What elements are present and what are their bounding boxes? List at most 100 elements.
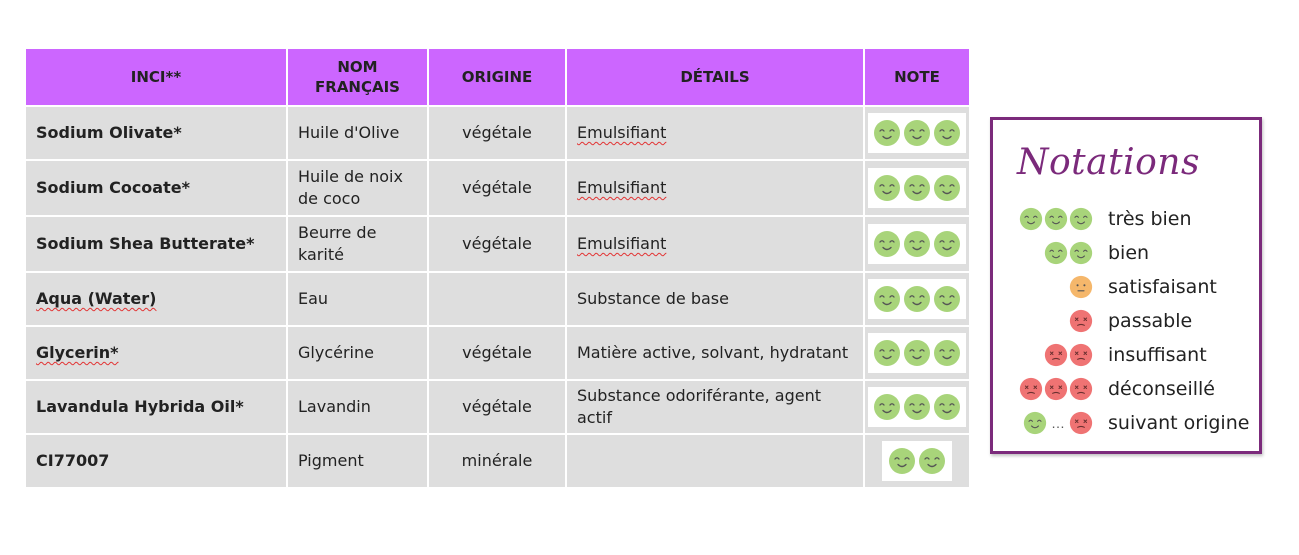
table-header-row: INCI** NOM FRANÇAIS ORIGINE DÉTAILS NOTE	[24, 47, 971, 107]
green-smiley-icon	[888, 447, 916, 475]
origine-cell: minérale	[427, 433, 567, 489]
legend-icons	[1013, 241, 1093, 265]
header-nom-francais: NOM FRANÇAIS	[286, 47, 429, 107]
nom-cell: Beurre de karité	[286, 215, 429, 273]
details-text: Emulsifiant	[577, 123, 667, 142]
red-sad-face-icon	[1069, 411, 1093, 435]
red-sad-face-icon	[1019, 377, 1043, 401]
green-smiley-icon	[903, 393, 931, 421]
inci-name: Lavandula Hybrida Oil*	[36, 397, 244, 416]
green-smiley-icon	[933, 339, 961, 367]
inci-cell: Glycerin*	[24, 325, 288, 381]
inci-name: Sodium Cocoate*	[36, 178, 190, 197]
inci-cell: Sodium Cocoate*	[24, 159, 288, 217]
note-rating	[868, 333, 966, 373]
details-cell: Substance de base	[565, 271, 865, 327]
green-smiley-icon	[1069, 241, 1093, 265]
green-smiley-icon	[873, 393, 901, 421]
red-sad-face-icon	[1069, 309, 1093, 333]
legend-icons	[1013, 343, 1093, 367]
legend-label: très bien	[1108, 208, 1192, 230]
details-cell: Emulsifiant	[565, 105, 865, 161]
green-smiley-icon	[903, 230, 931, 258]
legend-item-insuffisant: insuffisant	[1013, 340, 1253, 370]
table-row: Lavandula Hybrida Oil* Lavandin végétale…	[24, 379, 971, 435]
nom-cell: Lavandin	[286, 379, 429, 435]
origine-cell: végétale	[427, 379, 567, 435]
legend-label: passable	[1108, 310, 1193, 332]
green-smiley-icon	[903, 339, 931, 367]
header-nom-line1: NOM	[337, 58, 378, 76]
legend-label: insuffisant	[1108, 344, 1207, 366]
legend-item-suivant-origine: … suivant origine	[1013, 408, 1253, 438]
legend-label: satisfaisant	[1108, 276, 1217, 298]
details-cell: Matière active, solvant, hydratant	[565, 325, 865, 381]
ellipsis-icon: …	[1051, 415, 1065, 431]
legend-item-satisfaisant: satisfaisant	[1013, 272, 1253, 302]
note-cell	[863, 325, 971, 381]
details-text: Substance odoriférante, agent actif	[577, 386, 821, 427]
nom-cell: Eau	[286, 271, 429, 327]
table-row: Aqua (Water) Eau Substance de base	[24, 271, 971, 327]
nom-cell: Huile de noix de coco	[286, 159, 429, 217]
note-rating	[882, 441, 952, 481]
green-smiley-icon	[873, 285, 901, 313]
details-text: Emulsifiant	[577, 234, 667, 253]
inci-cell: Sodium Olivate*	[24, 105, 288, 161]
ingredients-table: INCI** NOM FRANÇAIS ORIGINE DÉTAILS NOTE …	[24, 47, 971, 489]
note-rating	[868, 387, 966, 427]
red-sad-face-icon	[1069, 377, 1093, 401]
note-rating	[868, 113, 966, 153]
nom-cell: Pigment	[286, 433, 429, 489]
inci-name: Sodium Olivate*	[36, 123, 182, 142]
legend-title: Notations	[1017, 142, 1200, 183]
inci-cell: Sodium Shea Butterate*	[24, 215, 288, 273]
green-smiley-icon	[1023, 411, 1047, 435]
note-cell	[863, 215, 971, 273]
table-row: Glycerin* Glycérine végétale Matière act…	[24, 325, 971, 381]
note-rating	[868, 279, 966, 319]
note-rating	[868, 224, 966, 264]
legend-label: suivant origine	[1108, 412, 1250, 434]
table-row: Sodium Olivate* Huile d'Olive végétale E…	[24, 105, 971, 161]
note-cell	[863, 159, 971, 217]
details-text: Emulsifiant	[577, 178, 667, 197]
header-note: NOTE	[863, 47, 971, 107]
green-smiley-icon	[933, 393, 961, 421]
inci-cell: CI77007	[24, 433, 288, 489]
note-cell	[863, 271, 971, 327]
red-sad-face-icon	[1044, 377, 1068, 401]
orange-neutral-face-icon	[1069, 275, 1093, 299]
green-smiley-icon	[903, 174, 931, 202]
details-cell: Emulsifiant	[565, 215, 865, 273]
green-smiley-icon	[918, 447, 946, 475]
origine-cell: végétale	[427, 105, 567, 161]
legend-icons: …	[1013, 411, 1093, 435]
details-cell: Emulsifiant	[565, 159, 865, 217]
green-smiley-icon	[873, 174, 901, 202]
note-cell	[863, 105, 971, 161]
inci-name: Aqua (Water)	[36, 289, 157, 308]
note-cell	[863, 379, 971, 435]
green-smiley-icon	[933, 174, 961, 202]
header-details: DÉTAILS	[565, 47, 865, 107]
table-row: Sodium Cocoate* Huile de noix de coco vé…	[24, 159, 971, 217]
green-smiley-icon	[1044, 241, 1068, 265]
inci-cell: Lavandula Hybrida Oil*	[24, 379, 288, 435]
header-inci: INCI**	[24, 47, 288, 107]
header-nom-line2: FRANÇAIS	[315, 78, 400, 96]
notations-legend: Notations très bien bien satisfaisant pa…	[990, 117, 1262, 454]
details-cell	[565, 433, 865, 489]
inci-cell: Aqua (Water)	[24, 271, 288, 327]
green-smiley-icon	[873, 230, 901, 258]
green-smiley-icon	[933, 230, 961, 258]
origine-cell: végétale	[427, 215, 567, 273]
green-smiley-icon	[1019, 207, 1043, 231]
note-rating	[868, 168, 966, 208]
nom-cell: Huile d'Olive	[286, 105, 429, 161]
table-row: Sodium Shea Butterate* Beurre de karité …	[24, 215, 971, 273]
inci-name: Sodium Shea Butterate*	[36, 234, 255, 253]
legend-icons	[1013, 207, 1093, 231]
legend-item-passable: passable	[1013, 306, 1253, 336]
table-row: CI77007 Pigment minérale	[24, 433, 971, 489]
